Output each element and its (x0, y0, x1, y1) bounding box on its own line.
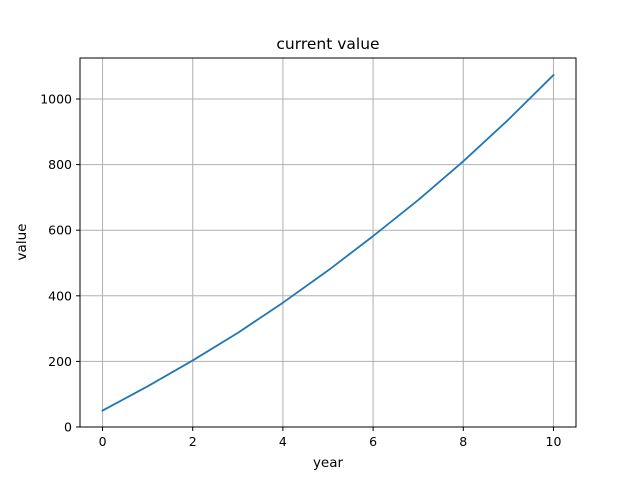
x-tick-label: 6 (369, 434, 377, 449)
y-axis-ticks: 0 200 400 600 800 1000 (40, 92, 80, 435)
grid-lines (80, 58, 576, 428)
y-tick-label: 800 (48, 157, 72, 172)
y-tick-label: 200 (48, 354, 72, 369)
y-tick-label: 400 (48, 288, 72, 303)
series-line (101, 73, 555, 412)
x-tick-label: 0 (99, 434, 107, 449)
chart-title: current value (276, 35, 379, 53)
y-tick-label: 1000 (40, 92, 72, 107)
x-tick-label: 8 (459, 434, 467, 449)
plot-area-frame (79, 57, 577, 428)
y-tick-label: 0 (64, 420, 72, 435)
x-tick-label: 10 (546, 434, 562, 449)
y-axis-label: value (14, 224, 30, 261)
x-axis-ticks: 0 2 4 6 8 10 (99, 427, 562, 449)
y-tick-label: 600 (48, 223, 72, 238)
x-axis-label: year (313, 455, 344, 471)
x-tick-label: 2 (189, 434, 197, 449)
series-layer (101, 73, 555, 412)
x-tick-label: 4 (279, 434, 287, 449)
